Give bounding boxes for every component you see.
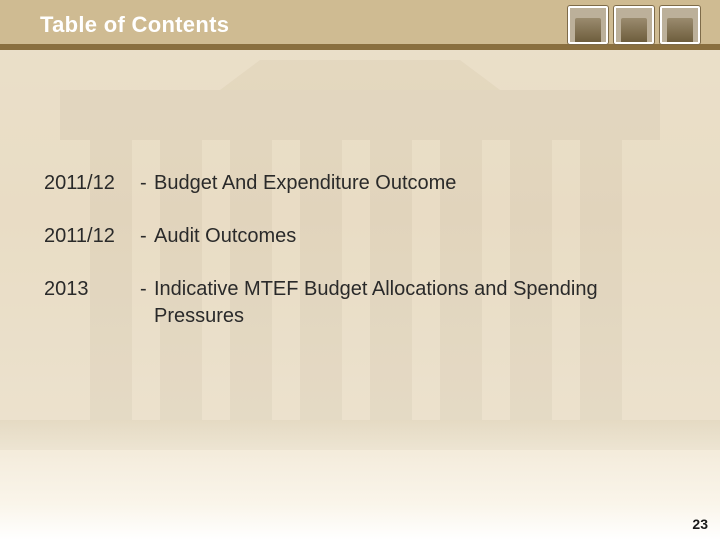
toc-content: 2011/12 - Budget And Expenditure Outcome…: [44, 170, 660, 356]
toc-desc: Budget And Expenditure Outcome: [154, 170, 660, 197]
toc-desc: Indicative MTEF Budget Allocations and S…: [154, 276, 660, 330]
toc-item: 2011/12 - Audit Outcomes: [44, 223, 660, 250]
toc-year: 2011/12: [44, 170, 140, 197]
footer-fade: [0, 420, 720, 540]
toc-item: 2013 - Indicative MTEF Budget Allocation…: [44, 276, 660, 330]
slide-title: Table of Contents: [40, 12, 229, 38]
toc-desc: Audit Outcomes: [154, 223, 660, 250]
slide: Table of Contents 2011/12 - Budget And E…: [0, 0, 720, 540]
thumbnail-1: [568, 6, 608, 44]
toc-item: 2011/12 - Budget And Expenditure Outcome: [44, 170, 660, 197]
page-number: 23: [692, 516, 708, 532]
thumbnail-2: [614, 6, 654, 44]
toc-year: 2011/12: [44, 223, 140, 250]
toc-year: 2013: [44, 276, 140, 303]
header-thumbnails: [568, 6, 700, 44]
toc-dash: -: [140, 170, 154, 197]
toc-dash: -: [140, 223, 154, 250]
thumbnail-3: [660, 6, 700, 44]
toc-dash: -: [140, 276, 154, 303]
